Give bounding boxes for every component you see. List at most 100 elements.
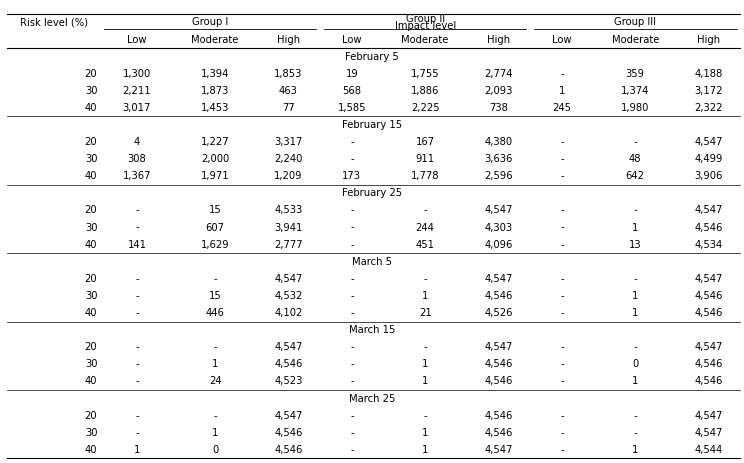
Text: 4,546: 4,546	[694, 376, 722, 387]
Text: 4,102: 4,102	[275, 308, 303, 318]
Text: 167: 167	[416, 137, 434, 147]
Text: 4,533: 4,533	[275, 206, 303, 215]
Text: 446: 446	[205, 308, 225, 318]
Text: 1,980: 1,980	[621, 103, 650, 113]
Text: February 25: February 25	[342, 188, 402, 198]
Text: Moderate: Moderate	[191, 35, 239, 44]
Text: -: -	[135, 376, 138, 387]
Text: 2,777: 2,777	[274, 240, 303, 250]
Text: -: -	[135, 274, 138, 284]
Text: 0: 0	[212, 445, 218, 455]
Text: Low: Low	[127, 35, 147, 44]
Text: 4,546: 4,546	[275, 359, 303, 369]
Text: 4,546: 4,546	[694, 291, 722, 301]
Text: -: -	[350, 342, 353, 352]
Text: -: -	[214, 411, 217, 420]
Text: 4,547: 4,547	[484, 445, 513, 455]
Text: Group II: Group II	[405, 14, 445, 24]
Text: -: -	[560, 428, 564, 438]
Text: -: -	[560, 154, 564, 164]
Text: 1,971: 1,971	[201, 171, 229, 181]
Text: 1: 1	[422, 445, 429, 455]
Text: -: -	[135, 359, 138, 369]
Text: March 15: March 15	[349, 325, 395, 335]
Text: 2,000: 2,000	[201, 154, 229, 164]
Text: -: -	[350, 240, 353, 250]
Text: Moderate: Moderate	[402, 35, 449, 44]
Text: 911: 911	[416, 154, 434, 164]
Text: 2,211: 2,211	[123, 86, 151, 96]
Text: 3,906: 3,906	[694, 171, 722, 181]
Text: High: High	[277, 35, 300, 44]
Text: -: -	[350, 308, 353, 318]
Text: 20: 20	[85, 69, 97, 79]
Text: 1: 1	[134, 445, 140, 455]
Text: 0: 0	[632, 359, 638, 369]
Text: 4,546: 4,546	[484, 359, 513, 369]
Text: 2,240: 2,240	[275, 154, 303, 164]
Text: Risk level (%): Risk level (%)	[20, 18, 88, 27]
Text: 1,453: 1,453	[201, 103, 229, 113]
Text: Low: Low	[342, 35, 362, 44]
Text: High: High	[697, 35, 720, 44]
Text: 4,547: 4,547	[694, 428, 722, 438]
Text: 1,300: 1,300	[123, 69, 151, 79]
Text: 1,873: 1,873	[201, 86, 229, 96]
Text: 20: 20	[85, 137, 97, 147]
Text: 1: 1	[212, 428, 218, 438]
Text: 4,547: 4,547	[694, 137, 722, 147]
Text: -: -	[560, 69, 564, 79]
Text: -: -	[135, 428, 138, 438]
Text: 568: 568	[342, 86, 362, 96]
Text: 3,317: 3,317	[275, 137, 303, 147]
Text: 4,547: 4,547	[694, 274, 722, 284]
Text: 40: 40	[85, 308, 97, 318]
Text: -: -	[633, 274, 637, 284]
Text: 4,547: 4,547	[275, 411, 303, 420]
Text: 1: 1	[632, 308, 638, 318]
Text: -: -	[560, 223, 564, 232]
Text: -: -	[560, 445, 564, 455]
Text: 21: 21	[419, 308, 432, 318]
Text: 1,227: 1,227	[201, 137, 229, 147]
Text: -: -	[350, 274, 353, 284]
Text: 30: 30	[85, 428, 97, 438]
Text: 30: 30	[85, 223, 97, 232]
Text: 1: 1	[422, 428, 429, 438]
Text: 4,523: 4,523	[275, 376, 303, 387]
Text: -: -	[214, 342, 217, 352]
Text: 245: 245	[553, 103, 571, 113]
Text: 3,941: 3,941	[275, 223, 303, 232]
Text: 77: 77	[282, 103, 295, 113]
Text: 2,093: 2,093	[484, 86, 513, 96]
Text: -: -	[135, 291, 138, 301]
Text: 4,547: 4,547	[275, 274, 303, 284]
Text: 1: 1	[422, 291, 429, 301]
Text: 1,755: 1,755	[411, 69, 440, 79]
Text: 4,546: 4,546	[275, 428, 303, 438]
Text: 30: 30	[85, 86, 97, 96]
Text: 15: 15	[209, 291, 222, 301]
Text: 2,596: 2,596	[484, 171, 513, 181]
Text: 1: 1	[422, 376, 429, 387]
Text: 4,546: 4,546	[484, 411, 513, 420]
Text: 3,017: 3,017	[123, 103, 151, 113]
Text: 173: 173	[342, 171, 362, 181]
Text: February 15: February 15	[342, 120, 402, 130]
Text: Group III: Group III	[615, 18, 656, 27]
Text: -: -	[350, 411, 353, 420]
Text: 4,547: 4,547	[694, 411, 722, 420]
Text: 40: 40	[85, 445, 97, 455]
Text: 607: 607	[205, 223, 225, 232]
Text: Moderate: Moderate	[612, 35, 659, 44]
Text: 4,499: 4,499	[694, 154, 722, 164]
Text: 4,546: 4,546	[275, 445, 303, 455]
Text: -: -	[350, 359, 353, 369]
Text: 4,547: 4,547	[484, 274, 513, 284]
Text: 1,394: 1,394	[201, 69, 229, 79]
Text: 1,886: 1,886	[411, 86, 440, 96]
Text: 1: 1	[632, 223, 638, 232]
Text: 1: 1	[559, 86, 565, 96]
Text: 15: 15	[209, 206, 222, 215]
Text: -: -	[350, 137, 353, 147]
